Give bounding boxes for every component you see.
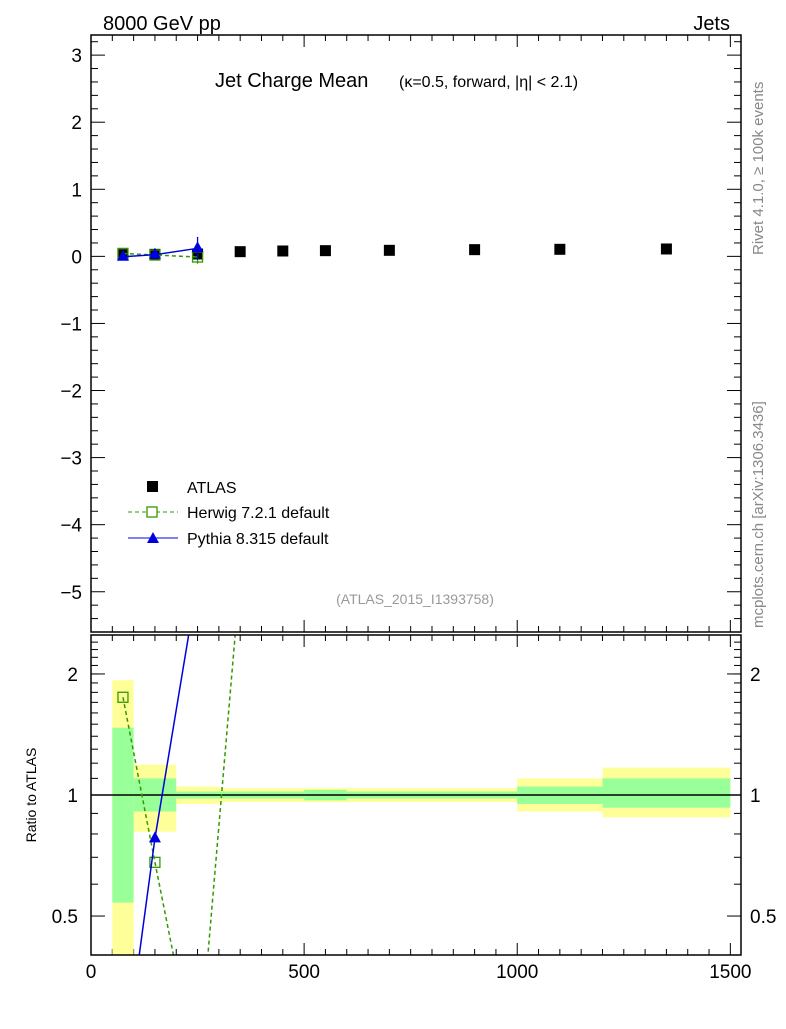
x-tick-label: 1500 (709, 962, 751, 983)
data-point-atlas (660, 243, 672, 255)
main-frame (90, 34, 742, 633)
data-point-atlas (277, 245, 289, 257)
header-left: 8000 GeV pp (103, 13, 221, 35)
chart-subtitle: (κ=0.5, forward, |η| < 2.1) (399, 74, 578, 91)
ratio-y-tick-label: 0.5 (52, 907, 78, 928)
ratio-y-tick-label-right: 2 (750, 665, 761, 686)
x-tick-label: 0 (86, 962, 97, 983)
ratio-ylabel: Ratio to ATLAS (23, 748, 39, 843)
ratio-y-tick-label-right: 1 (750, 786, 761, 807)
y-tick-label: −5 (60, 583, 82, 604)
data-point-pythia (148, 247, 161, 259)
y-tick-label: 2 (71, 113, 82, 134)
data-point-atlas (234, 246, 246, 258)
y-tick-label: −2 (60, 382, 82, 403)
legend-label-pythia: Pythia 8.315 default (187, 531, 329, 548)
data-point-atlas (554, 243, 566, 255)
legend-marker-herwig (146, 506, 158, 518)
data-point-pythia (116, 249, 129, 261)
band-green-bin (112, 727, 134, 903)
y-tick-label: −3 (60, 449, 82, 470)
legend-label-atlas: ATLAS (187, 480, 237, 497)
data-point-atlas (469, 244, 481, 256)
ratio-line-herwig (122, 635, 236, 955)
legend-label-herwig: Herwig 7.2.1 default (187, 505, 330, 522)
legend-marker-atlas (147, 481, 158, 492)
series-line-herwig (122, 252, 198, 258)
rivet-version-label: Rivet 4.1.0, ≥ 100k events (750, 82, 767, 255)
ratio-line-pythia (138, 635, 190, 955)
ratio-marker-herwig (117, 691, 129, 703)
y-tick-label: 3 (71, 46, 82, 67)
x-tick-label: 1000 (496, 962, 538, 983)
ratio-y-tick-label: 2 (67, 665, 78, 686)
chart-title: Jet Charge Mean (215, 70, 368, 92)
y-tick-label: −1 (60, 314, 82, 335)
legend-marker-pythia (147, 532, 159, 543)
header-right: Jets (693, 13, 730, 35)
x-tick-label: 500 (288, 962, 320, 983)
y-tick-label: 1 (71, 180, 82, 201)
data-point-atlas (319, 245, 331, 257)
ratio-y-tick-label: 1 (67, 786, 78, 807)
ratio-marker-herwig (149, 856, 161, 868)
ratio-marker-pythia (148, 831, 161, 843)
legend: ATLAS Herwig 7.2.1 default Pythia 8.315 … (128, 480, 330, 548)
data-point-atlas (383, 244, 395, 256)
y-tick-label: 0 (71, 247, 82, 268)
y-tick-label: −4 (60, 516, 82, 537)
mcplots-label: mcplots.cern.ch [arXiv:1306.3436] (750, 401, 767, 628)
ratio-y-tick-label-right: 0.5 (750, 907, 776, 928)
band-green-bin (602, 778, 731, 808)
analysis-id: (ATLAS_2015_I1393758) (336, 591, 494, 607)
data-point-pythia (191, 241, 204, 253)
